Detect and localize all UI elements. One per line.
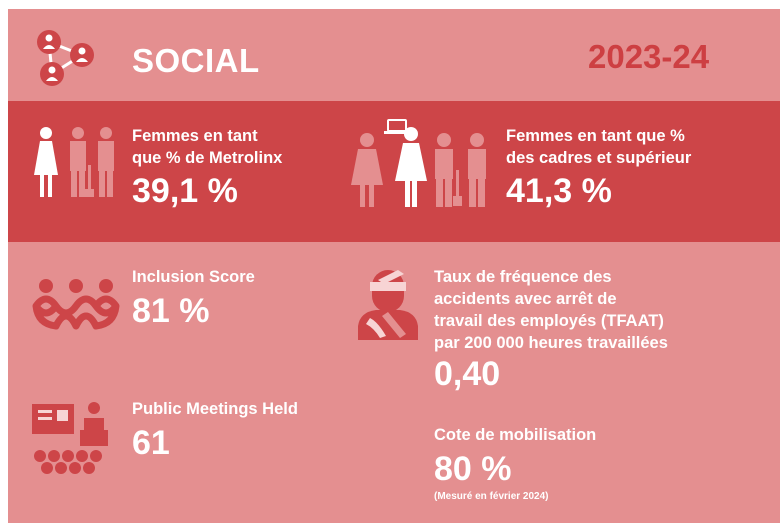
women-managers-label-1: Femmes en tant que % bbox=[506, 127, 685, 145]
social-panel bbox=[8, 9, 780, 523]
engagement-note: (Mesuré en février 2024) bbox=[434, 491, 549, 502]
lost-time-value: 0,40 bbox=[434, 355, 501, 393]
inclusion-label: Inclusion Score bbox=[132, 268, 255, 286]
meetings-value: 61 bbox=[132, 424, 170, 462]
inclusion-value: 81 % bbox=[132, 292, 210, 330]
lost-time-label-1: Taux de fréquence des bbox=[434, 268, 612, 286]
women-managers-value: 41,3 % bbox=[506, 172, 612, 210]
women-pct-value: 39,1 % bbox=[132, 172, 238, 210]
meetings-label: Public Meetings Held bbox=[132, 400, 298, 418]
workforce-icon bbox=[34, 127, 114, 197]
women-pct-label-2: que % de Metrolinx bbox=[132, 149, 283, 167]
period-label: 2023-24 bbox=[588, 38, 710, 75]
highlight-band bbox=[8, 101, 780, 242]
lost-time-label-3: travail des employés (TFAAT) bbox=[434, 312, 664, 330]
people-network-icon bbox=[37, 30, 94, 86]
lost-time-label-4: par 200 000 heures travaillées bbox=[434, 334, 668, 352]
managers-icon bbox=[351, 119, 486, 207]
injured-worker-icon bbox=[358, 270, 418, 340]
section-title: SOCIAL bbox=[132, 42, 260, 79]
inclusion-people-icon bbox=[32, 279, 120, 330]
engagement-label: Cote de mobilisation bbox=[434, 426, 597, 444]
lost-time-label-2: accidents avec arrêt de bbox=[434, 290, 617, 308]
engagement-value: 80 % bbox=[434, 450, 512, 488]
public-meeting-icon bbox=[32, 402, 108, 474]
women-pct-label-1: Femmes en tant bbox=[132, 127, 258, 145]
women-managers-label-2: des cadres et supérieur bbox=[506, 149, 692, 167]
